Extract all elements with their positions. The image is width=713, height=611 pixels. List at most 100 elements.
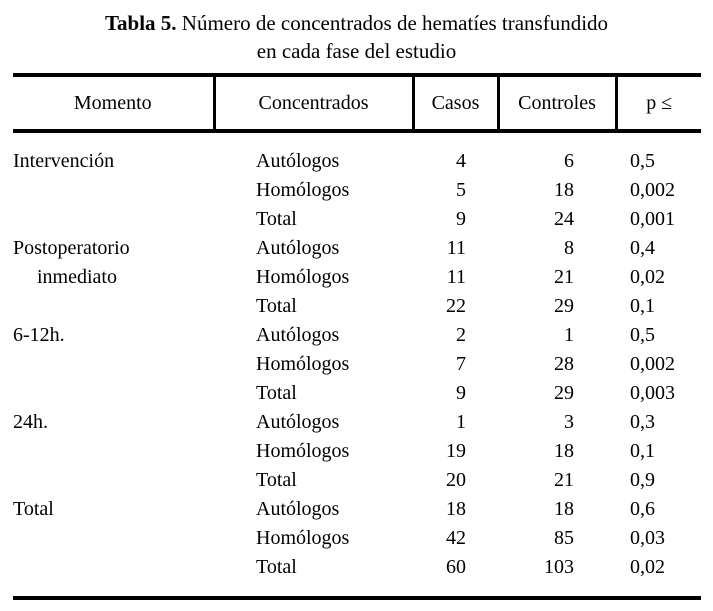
- table-row: 24h. Autólogos 1 3 0,3: [13, 408, 701, 437]
- cell-momento: Postoperatorio: [13, 237, 130, 259]
- cell-concentrados: Total: [256, 469, 297, 491]
- cell-p: 0,02: [630, 556, 665, 578]
- cell-concentrados: Homólogos: [256, 179, 350, 201]
- cell-controles: 85: [554, 527, 574, 549]
- cell-controles: 18: [554, 440, 574, 462]
- cell-momento: inmediato: [37, 266, 117, 288]
- cell-p: 0,6: [630, 498, 655, 520]
- cell-casos: 19: [446, 440, 466, 462]
- cell-p: 0,5: [630, 324, 655, 346]
- cell-controles: 21: [554, 266, 574, 288]
- table-header: Momento Concentrados Casos Controles p ≤: [13, 75, 701, 131]
- cell-controles: 28: [554, 353, 574, 375]
- cell-casos: 9: [456, 382, 466, 404]
- table-row: Intervención Autólogos 4 6 0,5: [13, 131, 701, 176]
- table-row: Total 22 29 0,1: [13, 292, 701, 321]
- table-title: Tabla 5. Número de concentrados de hemat…: [0, 0, 713, 65]
- cell-momento: Total: [13, 498, 54, 520]
- cell-concentrados: Autólogos: [256, 150, 340, 172]
- cell-p: 0,002: [630, 179, 675, 201]
- cell-controles: 103: [544, 556, 574, 578]
- cell-p: 0,02: [630, 266, 665, 288]
- cell-momento: [13, 437, 214, 466]
- cell-controles: 8: [564, 237, 574, 259]
- cell-casos: 11: [446, 266, 466, 288]
- cell-concentrados: Autólogos: [256, 237, 340, 259]
- table-title-text: Número de concentrados de hematíes trans…: [181, 11, 609, 35]
- cell-controles: 21: [554, 469, 574, 491]
- cell-controles: 6: [564, 150, 574, 172]
- cell-casos: 42: [446, 527, 466, 549]
- cell-momento: [13, 524, 214, 553]
- cell-concentrados: Autólogos: [256, 324, 340, 346]
- cell-momento: [13, 205, 214, 234]
- cell-controles: 1: [564, 324, 574, 346]
- cell-concentrados: Total: [256, 382, 297, 404]
- table-row: Total Autólogos 18 18 0,6: [13, 495, 701, 524]
- cell-momento: [13, 466, 214, 495]
- cell-concentrados: Homólogos: [256, 266, 350, 288]
- table-row: Homólogos 42 85 0,03: [13, 524, 701, 553]
- table-row: Homólogos 19 18 0,1: [13, 437, 701, 466]
- cell-controles: 18: [554, 498, 574, 520]
- cell-p: 0,4: [630, 237, 655, 259]
- table-row: Homólogos 7 28 0,002: [13, 350, 701, 379]
- cell-casos: 18: [446, 498, 466, 520]
- cell-p: 0,03: [630, 527, 665, 549]
- table-title-line2: en cada fase del estudio: [256, 39, 457, 63]
- cell-p: 0,002: [630, 353, 675, 375]
- cell-controles: 3: [564, 411, 574, 433]
- cell-p: 0,003: [630, 382, 675, 404]
- cell-concentrados: Homólogos: [256, 440, 350, 462]
- cell-momento: 24h.: [13, 411, 48, 433]
- cell-casos: 4: [456, 150, 466, 172]
- data-table: Momento Concentrados Casos Controles p ≤…: [13, 73, 701, 600]
- cell-casos: 60: [446, 556, 466, 578]
- cell-momento: [13, 379, 214, 408]
- cell-casos: 2: [456, 324, 466, 346]
- cell-controles: 29: [554, 295, 574, 317]
- cell-concentrados: Homólogos: [256, 353, 350, 375]
- cell-controles: 24: [554, 208, 574, 230]
- cell-concentrados: Total: [256, 208, 297, 230]
- cell-casos: 7: [456, 353, 466, 375]
- cell-controles: 29: [554, 382, 574, 404]
- table-header-row: Momento Concentrados Casos Controles p ≤: [13, 75, 701, 131]
- table-row: Postoperatorio Autólogos 11 8 0,4: [13, 234, 701, 263]
- cell-momento: [13, 176, 214, 205]
- table-body: Intervención Autólogos 4 6 0,5 Homólogos…: [13, 131, 701, 598]
- cell-momento: 6-12h.: [13, 324, 65, 346]
- table-row: Total 9 29 0,003: [13, 379, 701, 408]
- cell-momento: Intervención: [13, 150, 115, 172]
- column-header-controles: Controles: [498, 75, 618, 131]
- cell-concentrados: Homólogos: [256, 527, 350, 549]
- column-header-p: p ≤: [646, 91, 673, 114]
- column-header-concentrados: Concentrados: [214, 75, 415, 131]
- column-header-momento: Momento: [13, 75, 216, 131]
- cell-casos: 11: [446, 237, 466, 259]
- cell-concentrados: Total: [256, 556, 297, 578]
- cell-momento: [13, 292, 214, 321]
- table-row: Total 9 24 0,001: [13, 205, 701, 234]
- cell-casos: 20: [446, 469, 466, 491]
- cell-p: 0,001: [630, 208, 675, 230]
- cell-p: 0,3: [630, 411, 655, 433]
- table-row: Total 60 103 0,02: [13, 553, 701, 598]
- table-row: Homólogos 5 18 0,002: [13, 176, 701, 205]
- table-number-label: Tabla 5.: [104, 11, 177, 35]
- cell-casos: 9: [456, 208, 466, 230]
- cell-casos: 22: [446, 295, 466, 317]
- table-row: 6-12h. Autólogos 2 1 0,5: [13, 321, 701, 350]
- table-row: inmediato Homólogos 11 21 0,02: [13, 263, 701, 292]
- table-row: Total 20 21 0,9: [13, 466, 701, 495]
- table-title-line1: Tabla 5. Número de concentrados de hemat…: [0, 9, 713, 37]
- cell-momento: [13, 350, 214, 379]
- cell-p: 0,1: [630, 440, 655, 462]
- cell-casos: 5: [456, 179, 466, 201]
- cell-concentrados: Total: [256, 295, 297, 317]
- cell-concentrados: Autólogos: [256, 498, 340, 520]
- cell-p: 0,5: [630, 150, 655, 172]
- cell-momento: [13, 553, 214, 598]
- cell-concentrados: Autólogos: [256, 411, 340, 433]
